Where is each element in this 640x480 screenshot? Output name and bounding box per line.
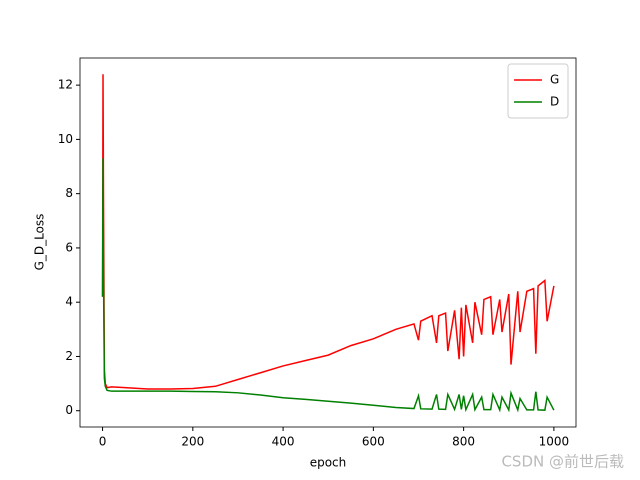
plot-frame: [79, 57, 577, 428]
y-tick-label: 10: [58, 132, 73, 146]
y-tick-label: 12: [58, 78, 73, 92]
legend-box: [507, 63, 569, 119]
x-axis-label: epoch: [310, 456, 347, 470]
x-tick-label: 1000: [539, 435, 570, 449]
x-tick-label: 400: [272, 435, 295, 449]
y-axis-label: G_D_Loss: [33, 214, 47, 271]
series-line: [101, 158, 555, 413]
y-tick-label: 4: [65, 295, 73, 309]
legend-label: D: [550, 95, 559, 109]
x-tick-label: 800: [452, 435, 475, 449]
series-line: [101, 74, 555, 390]
watermark: CSDN @前世后载: [501, 453, 624, 471]
y-tick-label: 6: [65, 240, 73, 254]
x-tick-label: 200: [181, 435, 204, 449]
x-tick-label: 0: [99, 435, 107, 449]
y-tick-label: 0: [65, 403, 73, 417]
x-tick-label: 600: [362, 435, 385, 449]
y-tick-label: 8: [65, 186, 73, 200]
legend-label: G: [550, 73, 559, 87]
y-tick-label: 2: [65, 349, 73, 363]
